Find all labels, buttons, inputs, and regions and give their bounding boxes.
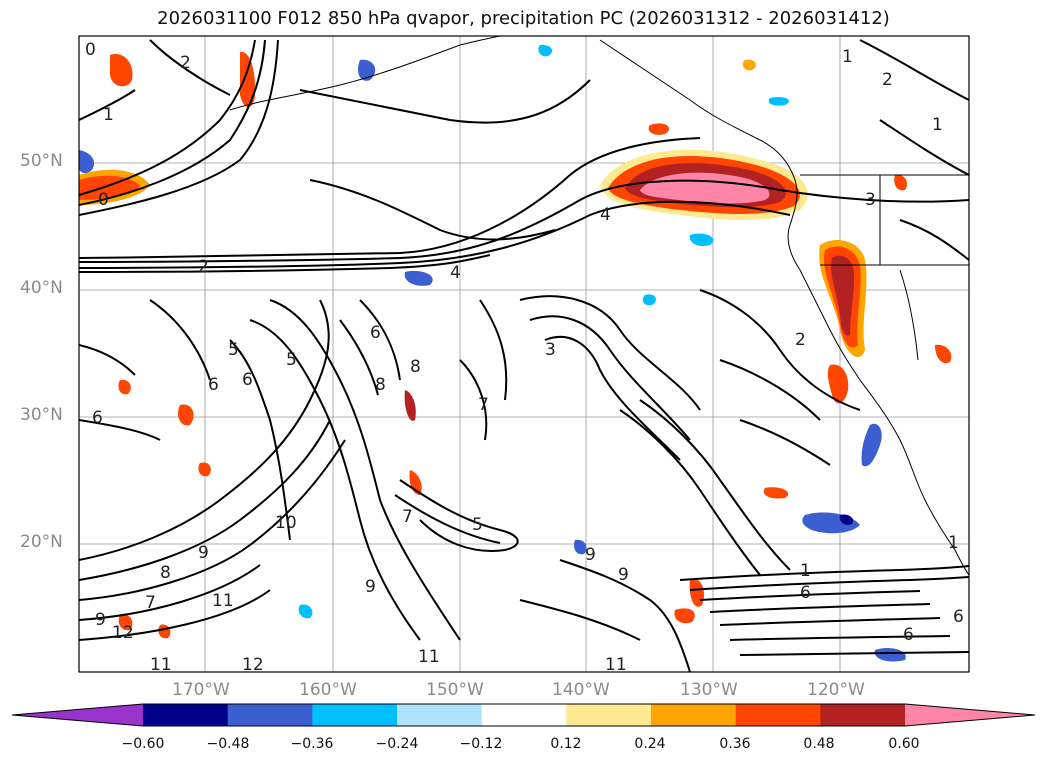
- contour-label: 1: [800, 561, 811, 581]
- colorbar-tick-label: 0.24: [634, 736, 666, 752]
- lon-label-170w: 170°W: [172, 680, 230, 700]
- contour-label: 4: [450, 263, 461, 283]
- lat-label-50n: 50°N: [20, 151, 63, 171]
- colorbar-bin: [651, 704, 737, 726]
- contour-label: 6: [370, 323, 381, 343]
- colorbar-tick-label: −0.24: [375, 736, 419, 752]
- contour-label: 7: [402, 507, 413, 527]
- colorbar-tick-label: 0.36: [719, 736, 751, 752]
- contour-label: 0: [85, 40, 96, 60]
- contour-label: 9: [95, 610, 106, 630]
- contour-label: 11: [418, 647, 440, 667]
- contour-label: 6: [903, 625, 914, 645]
- lon-label-130w: 130°W: [680, 680, 738, 700]
- contour-label: 9: [365, 577, 376, 597]
- colorbar-tick-label: −0.36: [290, 736, 334, 752]
- contour-label: 1: [948, 533, 959, 553]
- contour-label: 9: [618, 565, 629, 585]
- contour-label: 7: [145, 593, 156, 613]
- map-title: 2026031100 F012 850 hPa qvapor, precipit…: [157, 8, 890, 29]
- contour-label: 9: [585, 545, 596, 565]
- colorbar-bin: [735, 704, 821, 726]
- contour-label: 6: [953, 607, 964, 627]
- colorbar-tick-label: −0.60: [121, 736, 165, 752]
- contour-label: 2: [795, 330, 806, 350]
- contour-label: 2: [198, 257, 209, 277]
- contour-label: 6: [92, 408, 103, 428]
- contour-label: 1: [842, 47, 853, 67]
- colorbar-under-triangle: [12, 704, 143, 726]
- lon-label-120w: 120°W: [807, 680, 865, 700]
- map-background: [79, 36, 969, 672]
- colorbar-bin: [566, 704, 652, 726]
- contour-label: 9: [198, 543, 209, 563]
- coastline: [229, 36, 969, 576]
- contour-label: 6: [208, 375, 219, 395]
- contour-label: 3: [545, 340, 556, 360]
- contour-label: 0: [98, 190, 109, 210]
- colorbar-bin: [481, 704, 567, 726]
- contour-label: 1: [103, 105, 114, 125]
- contour-label: 11: [212, 591, 234, 611]
- lat-label-20n: 20°N: [20, 532, 63, 552]
- contour-label: 11: [150, 655, 172, 675]
- contour-label: 12: [242, 655, 264, 675]
- lon-label-160w: 160°W: [299, 680, 357, 700]
- contour-label: 4: [600, 205, 611, 225]
- contour-label: 8: [410, 357, 421, 377]
- contour-label: 7: [478, 395, 489, 415]
- colorbar-over-triangle: [905, 704, 1035, 726]
- lon-label-150w: 150°W: [426, 680, 484, 700]
- colorbar-tick-label: 0.48: [803, 736, 835, 752]
- contour-label: 2: [180, 53, 191, 73]
- lon-label-140w: 140°W: [552, 680, 610, 700]
- contour-label: 10: [275, 513, 297, 533]
- contour-label: 1: [932, 115, 943, 135]
- colorbar-bin: [312, 704, 398, 726]
- colorbar-tick-label: 0.60: [888, 736, 920, 752]
- contour-label: 6: [242, 370, 253, 390]
- qvapor-contours: [79, 39, 969, 672]
- contour-label: 3: [865, 190, 876, 210]
- colorbar-tick-label: −0.48: [206, 736, 250, 752]
- colorbar-bin: [820, 704, 906, 726]
- colorbar-bin: [143, 704, 229, 726]
- contour-label: 5: [472, 515, 483, 535]
- contour-label: 12: [112, 623, 134, 643]
- contour-label: 5: [228, 340, 239, 360]
- lat-label-30n: 30°N: [20, 405, 63, 425]
- colorbar-bin: [397, 704, 483, 726]
- contour-label: 5: [286, 350, 297, 370]
- contour-label: 2: [882, 70, 893, 90]
- colorbar-bin: [227, 704, 313, 726]
- graticule: [79, 36, 969, 672]
- contour-label: 8: [375, 375, 386, 395]
- colorbar-tick-label: −0.12: [459, 736, 503, 752]
- contour-label: 11: [605, 655, 627, 675]
- contour-label: 6: [800, 583, 811, 603]
- map-frame: [78, 35, 970, 673]
- contour-label-group: 0 2 1 1 2 1 0 2 4 4 5 7 3 3 6 5 6 5 6 6 …: [85, 40, 964, 675]
- lat-label-40n: 40°N: [20, 278, 63, 298]
- contour-label: 8: [160, 563, 171, 583]
- colorbar-tick-label: 0.12: [550, 736, 582, 752]
- colorbar: [11, 703, 1036, 727]
